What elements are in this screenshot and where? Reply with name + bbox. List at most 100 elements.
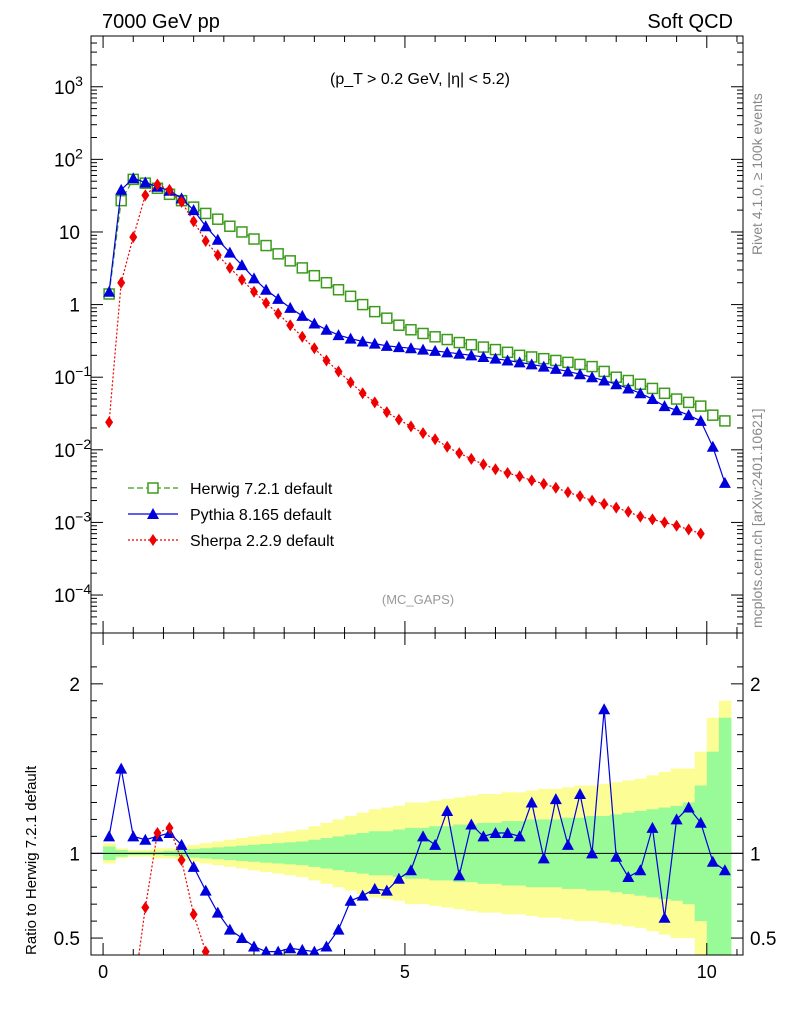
y-tick-label: 103 bbox=[54, 73, 83, 99]
pythia-point bbox=[501, 354, 514, 366]
sherpa-point bbox=[189, 908, 198, 921]
herwig-point bbox=[429, 331, 441, 343]
sherpa-point bbox=[527, 474, 536, 487]
herwig-point bbox=[308, 269, 321, 282]
x-tick-label: 10 bbox=[697, 962, 717, 982]
herwig-point bbox=[658, 387, 671, 400]
sherpa-point bbox=[539, 477, 548, 490]
pythia-point bbox=[465, 349, 478, 361]
sherpa-point bbox=[165, 821, 174, 834]
pythia-point bbox=[549, 793, 562, 805]
herwig-point bbox=[224, 220, 236, 232]
pythia-point bbox=[477, 830, 490, 842]
pythia-point bbox=[646, 393, 659, 405]
y-tick-label: 10−3 bbox=[54, 508, 91, 534]
pythia-point bbox=[429, 344, 442, 356]
ratio-y-tick-label: 0.5 bbox=[54, 929, 80, 950]
pythia-point bbox=[561, 365, 574, 377]
legend-label: Sherpa 2.2.9 default bbox=[190, 533, 335, 550]
pythia-point bbox=[513, 830, 526, 842]
herwig-point bbox=[417, 327, 429, 340]
sherpa-point bbox=[696, 527, 705, 540]
sherpa-point bbox=[177, 195, 186, 208]
pythia-point bbox=[211, 906, 224, 918]
pythia-point bbox=[320, 940, 333, 952]
herwig-point bbox=[670, 393, 683, 405]
sherpa-point bbox=[443, 440, 452, 453]
sherpa-point bbox=[600, 497, 609, 510]
bottom-frame bbox=[90, 632, 744, 956]
pythia-point bbox=[429, 838, 442, 850]
pythia-point bbox=[211, 233, 224, 245]
herwig-point bbox=[296, 262, 309, 274]
pythia-point bbox=[308, 317, 321, 329]
series-line-1 bbox=[108, 177, 726, 484]
pythia-point bbox=[706, 855, 719, 867]
legend-label: Herwig 7.2.1 default bbox=[190, 481, 333, 498]
sherpa-point bbox=[189, 215, 198, 228]
pythia-point bbox=[296, 309, 309, 321]
sherpa-point bbox=[467, 452, 476, 465]
pythia-point bbox=[417, 343, 430, 355]
ratio-y-tick-label-right: 1 bbox=[750, 844, 761, 865]
pythia-point bbox=[453, 347, 466, 359]
herwig-point bbox=[212, 213, 224, 225]
herwig-point bbox=[115, 194, 127, 207]
sherpa-point bbox=[394, 413, 403, 426]
herwig-point bbox=[453, 336, 466, 349]
herwig-point bbox=[682, 396, 695, 409]
y-tick-label: 10−4 bbox=[54, 581, 91, 607]
pythia-point bbox=[622, 871, 635, 883]
pythia-point bbox=[344, 894, 357, 906]
pythia-point bbox=[235, 259, 248, 271]
herwig-point bbox=[260, 239, 272, 252]
pythia-point bbox=[187, 860, 200, 872]
sherpa-point bbox=[129, 231, 138, 244]
pythia-point bbox=[513, 356, 526, 368]
ratio-uncertainty-bands bbox=[103, 700, 732, 955]
pythia-point bbox=[537, 852, 550, 864]
sherpa-point bbox=[431, 433, 440, 446]
sherpa-point bbox=[588, 494, 597, 507]
watermark: (MC_GAPS) bbox=[382, 592, 454, 607]
sherpa-point bbox=[406, 420, 415, 433]
series-line-0 bbox=[108, 178, 726, 422]
pythia-point bbox=[260, 945, 272, 955]
sherpa-point bbox=[298, 330, 307, 343]
sherpa-point bbox=[576, 490, 584, 503]
x-tick-label: 0 bbox=[98, 962, 108, 982]
ratio-y-tick-label: 2 bbox=[69, 675, 80, 696]
herwig-point bbox=[284, 255, 296, 267]
herwig-point bbox=[344, 290, 357, 303]
sherpa-point bbox=[612, 501, 621, 514]
sherpa-point bbox=[491, 463, 500, 476]
sherpa-point bbox=[149, 534, 157, 546]
sherpa-point bbox=[455, 447, 464, 460]
herwig-point bbox=[332, 284, 345, 296]
pythia-point bbox=[139, 176, 152, 188]
pythia-point bbox=[586, 847, 599, 859]
sherpa-point bbox=[358, 387, 367, 400]
herwig-point bbox=[236, 226, 248, 238]
pythia-point bbox=[175, 838, 188, 850]
pythia-point bbox=[356, 889, 369, 901]
pythia-point bbox=[344, 332, 357, 344]
pythia-point bbox=[223, 246, 236, 258]
herwig-point bbox=[393, 319, 405, 331]
pythia-point bbox=[525, 796, 538, 808]
sherpa-point bbox=[117, 276, 126, 289]
pythia-point bbox=[694, 816, 707, 828]
sherpa-point bbox=[370, 396, 379, 409]
pythia-point bbox=[537, 360, 550, 372]
ratio-y-tick-label: 1 bbox=[69, 844, 80, 865]
pythia-point bbox=[248, 272, 260, 284]
pythia-point bbox=[706, 440, 719, 452]
sherpa-point bbox=[250, 285, 258, 298]
pythia-point bbox=[368, 882, 381, 894]
ratio-y-tick-label-right: 2 bbox=[750, 675, 761, 696]
main-plot-series bbox=[103, 172, 731, 540]
pythia-point bbox=[248, 940, 260, 952]
herwig-point bbox=[320, 276, 333, 289]
pythia-point bbox=[646, 821, 659, 833]
y-tick-label: 10−2 bbox=[54, 436, 91, 462]
